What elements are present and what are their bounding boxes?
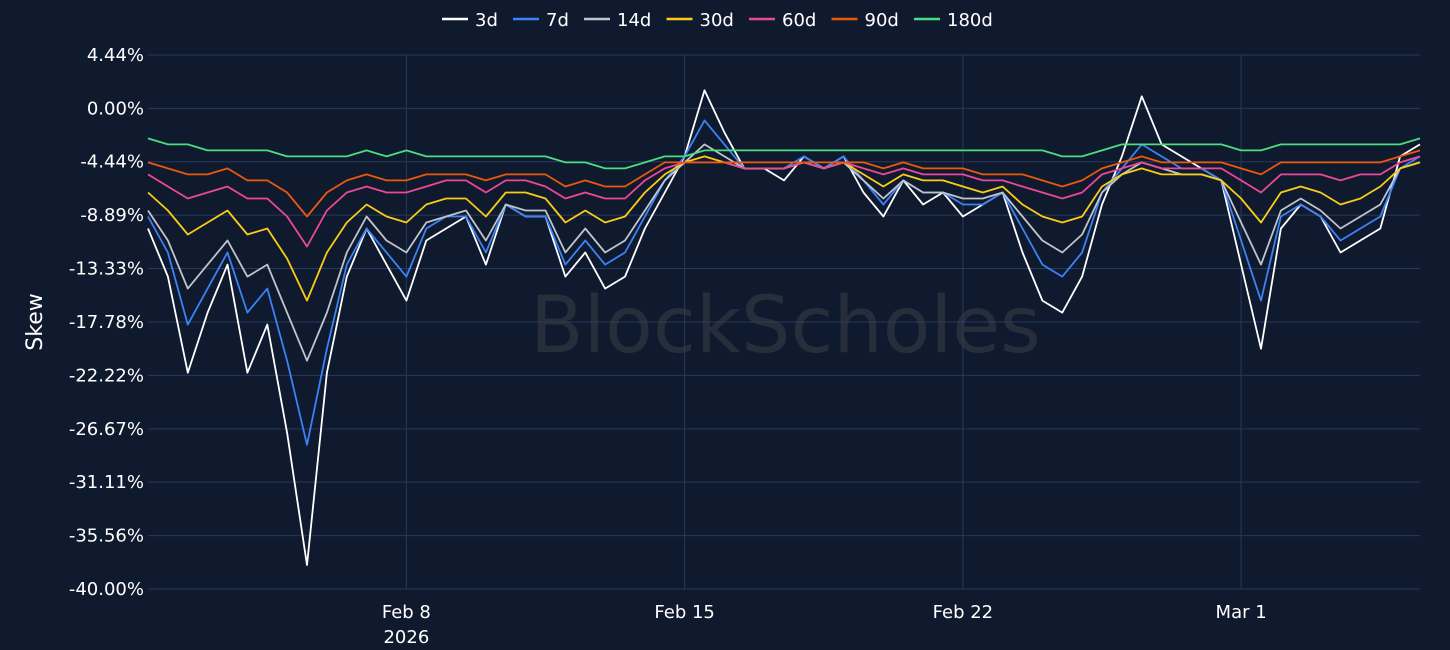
legend-label-90d: 90d	[865, 10, 899, 31]
chart-grid	[148, 54, 1420, 590]
y-tick-label: -26.67%	[69, 419, 144, 440]
x-tick-label: Feb 15	[654, 602, 715, 623]
legend-label-3d: 3d	[475, 10, 498, 31]
legend-label-14d: 14d	[617, 10, 651, 31]
x-tick-label: Feb 22	[933, 602, 994, 623]
series-line-90d	[147, 149, 1421, 218]
series-line-180d	[147, 137, 1421, 170]
x-tick-sublabel: 2026	[383, 627, 429, 648]
legend-label-60d: 60d	[782, 10, 816, 31]
y-tick-label: -17.78%	[69, 312, 144, 333]
y-tick-label: -31.11%	[69, 472, 144, 493]
y-tick-label: 0.00%	[87, 98, 144, 119]
legend-label-180d: 180d	[947, 10, 993, 31]
y-tick-label: 4.44%	[87, 45, 144, 66]
y-tick-label: -22.22%	[69, 365, 144, 386]
y-tick-label: -4.44%	[80, 152, 144, 173]
y-axis-ticks: 4.44% 0.00% -4.44% -8.89% -13.33% -17.78% -22.…	[69, 45, 144, 600]
blockscholes-watermark: BlockScholes	[530, 281, 1041, 371]
series-line-60d	[147, 155, 1421, 248]
x-tick-label: Mar 1	[1216, 602, 1267, 623]
chart-legend: 3d 7d 14d 30d 60d 90d 180d	[442, 10, 993, 31]
y-tick-label: -13.33%	[69, 259, 144, 280]
x-axis-ticks: Feb 8 2026 Feb 15 Feb 22 Mar 1	[382, 602, 1267, 648]
chart-series	[147, 89, 1421, 566]
y-tick-label: -8.89%	[80, 205, 144, 226]
x-tick-label: Feb 8	[382, 602, 431, 623]
legend-label-30d: 30d	[700, 10, 734, 31]
y-tick-label: -40.00%	[69, 579, 144, 600]
y-axis-title: Skew	[23, 293, 48, 350]
y-tick-label: -35.56%	[69, 526, 144, 547]
legend-label-7d: 7d	[546, 10, 569, 31]
